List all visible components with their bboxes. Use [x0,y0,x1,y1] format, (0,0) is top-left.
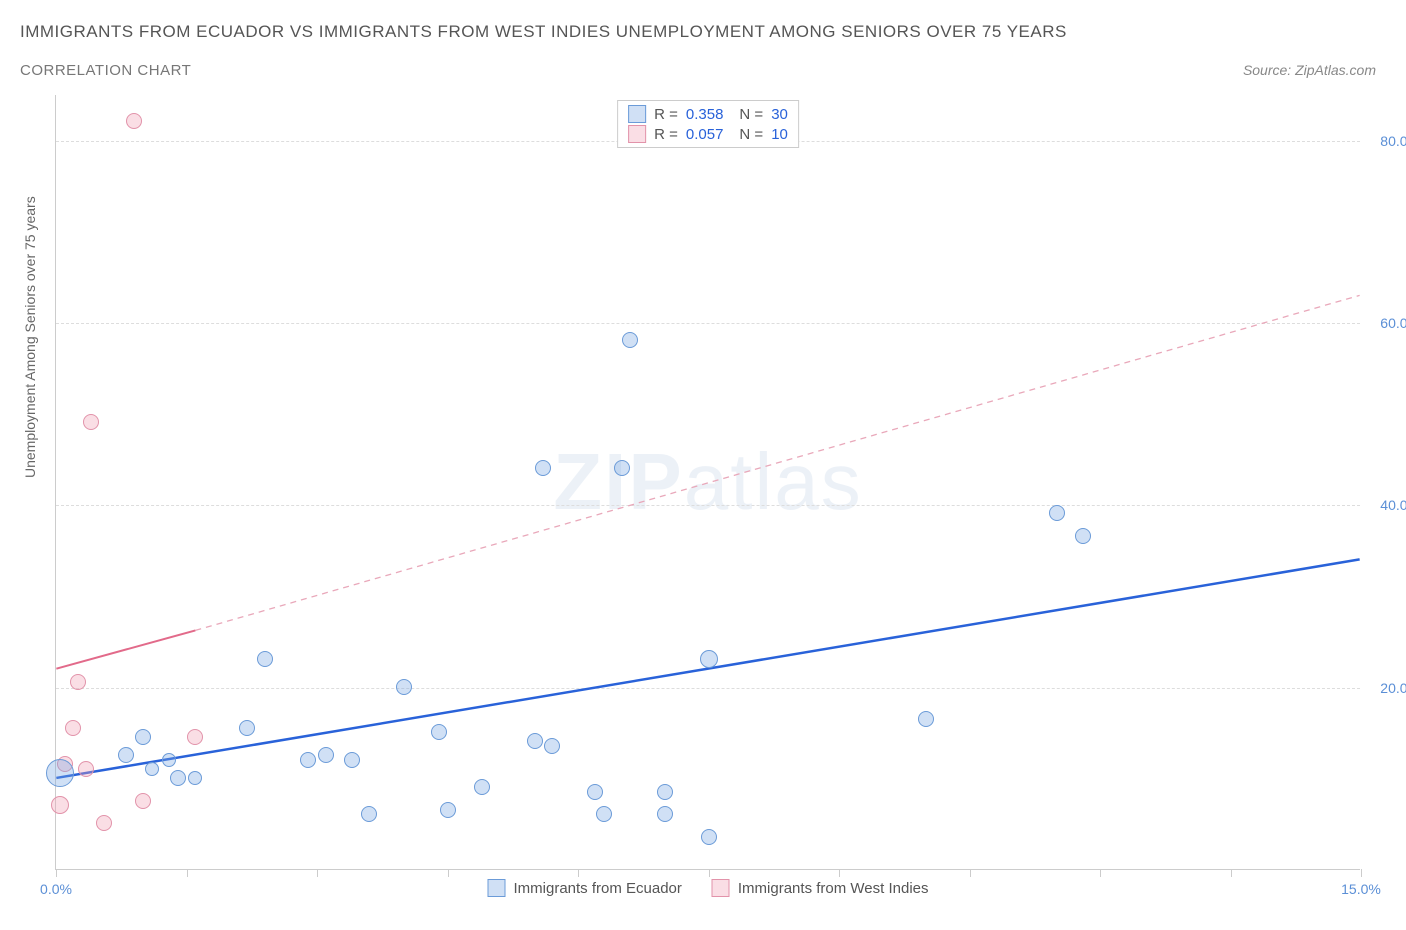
point-ecuador [135,729,151,745]
point-ecuador [431,724,447,740]
point-westindies [70,674,86,690]
x-tick [187,869,188,877]
x-tick [970,869,971,877]
point-westindies [126,113,142,129]
legend-row-ecuador: R = 0.358 N = 30 [628,105,788,123]
point-ecuador [1075,528,1091,544]
point-ecuador [46,759,74,787]
point-ecuador [239,720,255,736]
x-tick-label: 0.0% [40,881,72,897]
x-tick [56,869,57,877]
point-westindies [51,796,69,814]
point-westindies [187,729,203,745]
point-ecuador [188,771,202,785]
point-ecuador [396,679,412,695]
source-attribution: Source: ZipAtlas.com [1243,62,1376,78]
legend-swatch-westindies [628,125,646,143]
x-tick [839,869,840,877]
point-ecuador [701,829,717,845]
gridline [56,323,1360,324]
point-ecuador [700,650,718,668]
x-tick [448,869,449,877]
y-tick-label: 60.0% [1380,315,1406,331]
correlation-legend: R = 0.358 N = 30 R = 0.057 N = 10 [617,100,799,148]
legend-item-ecuador: Immigrants from Ecuador [488,879,682,897]
point-westindies [65,720,81,736]
point-ecuador [596,806,612,822]
series-legend: Immigrants from Ecuador Immigrants from … [488,879,929,897]
point-westindies [83,414,99,430]
x-tick [1100,869,1101,877]
point-ecuador [918,711,934,727]
y-tick-label: 80.0% [1380,133,1406,149]
watermark: ZIPatlas [553,436,862,528]
x-tick [709,869,710,877]
point-ecuador [361,806,377,822]
legend-swatch-ecuador [628,105,646,123]
x-tick-label: 15.0% [1341,881,1381,897]
legend-swatch-ecuador-icon [488,879,506,897]
point-ecuador [440,802,456,818]
point-ecuador [1049,505,1065,521]
x-tick [578,869,579,877]
legend-row-westindies: R = 0.057 N = 10 [628,125,788,143]
point-westindies [78,761,94,777]
point-ecuador [344,752,360,768]
chart-subtitle: CORRELATION CHART [20,62,191,79]
y-axis-label: Unemployment Among Seniors over 75 years [22,196,38,478]
point-ecuador [318,747,334,763]
legend-swatch-westindies-icon [712,879,730,897]
point-ecuador [535,460,551,476]
point-westindies [96,815,112,831]
plot-area: ZIPatlas R = 0.358 N = 30 R = 0.057 N = … [55,95,1360,870]
point-ecuador [170,770,186,786]
point-ecuador [622,332,638,348]
point-ecuador [657,806,673,822]
point-ecuador [527,733,543,749]
point-ecuador [162,753,176,767]
y-tick-label: 40.0% [1380,497,1406,513]
gridline [56,505,1360,506]
x-tick [1361,869,1362,877]
point-ecuador [300,752,316,768]
point-ecuador [587,784,603,800]
point-ecuador [657,784,673,800]
point-ecuador [614,460,630,476]
point-ecuador [544,738,560,754]
chart-title: IMMIGRANTS FROM ECUADOR VS IMMIGRANTS FR… [20,22,1067,42]
gridline [56,688,1360,689]
point-ecuador [474,779,490,795]
x-tick [1231,869,1232,877]
point-westindies [135,793,151,809]
point-ecuador [145,762,159,776]
y-tick-label: 20.0% [1380,680,1406,696]
point-ecuador [257,651,273,667]
x-tick [317,869,318,877]
legend-item-westindies: Immigrants from West Indies [712,879,929,897]
point-ecuador [118,747,134,763]
trend-lines [56,95,1360,869]
